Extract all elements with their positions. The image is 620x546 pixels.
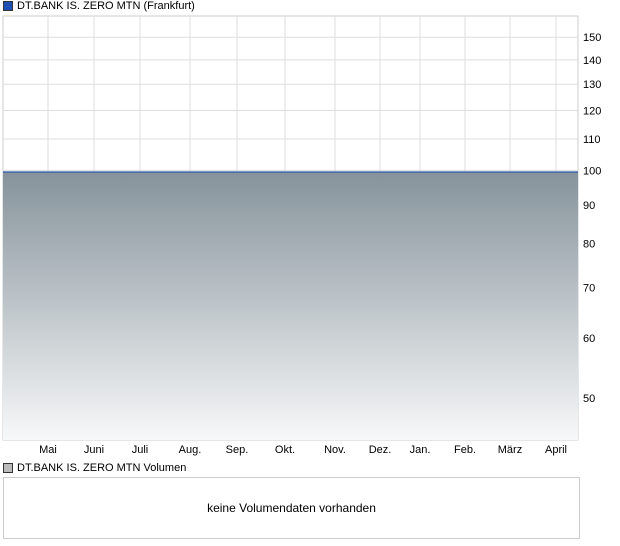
x-tick-label: Juli [132, 444, 149, 456]
x-tick-label: Jan. [410, 444, 431, 456]
price-area [3, 172, 578, 440]
y-tick-label: 80 [583, 239, 595, 251]
y-tick-label: 150 [583, 32, 601, 44]
legend-label: DT.BANK IS. ZERO MTN Volumen [17, 462, 187, 474]
y-tick-label: 70 [583, 283, 595, 295]
x-tick-label: April [545, 444, 567, 456]
x-tick-label: Mai [39, 444, 57, 456]
y-tick-label: 140 [583, 55, 601, 67]
x-tick-label: Okt. [275, 444, 295, 456]
y-tick-label: 110 [583, 134, 601, 146]
y-tick-label: 130 [583, 79, 601, 91]
x-tick-label: Aug. [179, 444, 202, 456]
x-tick-label: Nov. [324, 444, 346, 456]
legend-marker [3, 1, 13, 11]
legend-marker [3, 463, 13, 473]
main-legend: DT.BANK IS. ZERO MTN (Frankfurt) [3, 0, 195, 12]
y-tick-label: 60 [583, 333, 595, 345]
y-tick-label: 120 [583, 105, 601, 117]
volume-legend: DT.BANK IS. ZERO MTN Volumen [3, 462, 186, 474]
x-tick-label: März [498, 444, 522, 456]
x-tick-label: Sep. [226, 444, 249, 456]
x-tick-label: Juni [84, 444, 104, 456]
y-tick-label: 100 [583, 165, 601, 177]
volume-chart: keine Volumendaten vorhanden [3, 477, 580, 539]
volume-message: keine Volumendaten vorhanden [207, 501, 376, 515]
x-tick-label: Dez. [369, 444, 392, 456]
price-chart: Mai Juni Juli Aug. Sep. Okt. Nov. Dez. Jan. Feb. M… [2, 15, 601, 456]
y-tick-label: 90 [583, 200, 595, 212]
legend-label: DT.BANK IS. ZERO MTN (Frankfurt) [17, 0, 195, 12]
x-tick-label: Feb. [454, 444, 476, 456]
y-tick-label: 50 [583, 393, 595, 405]
